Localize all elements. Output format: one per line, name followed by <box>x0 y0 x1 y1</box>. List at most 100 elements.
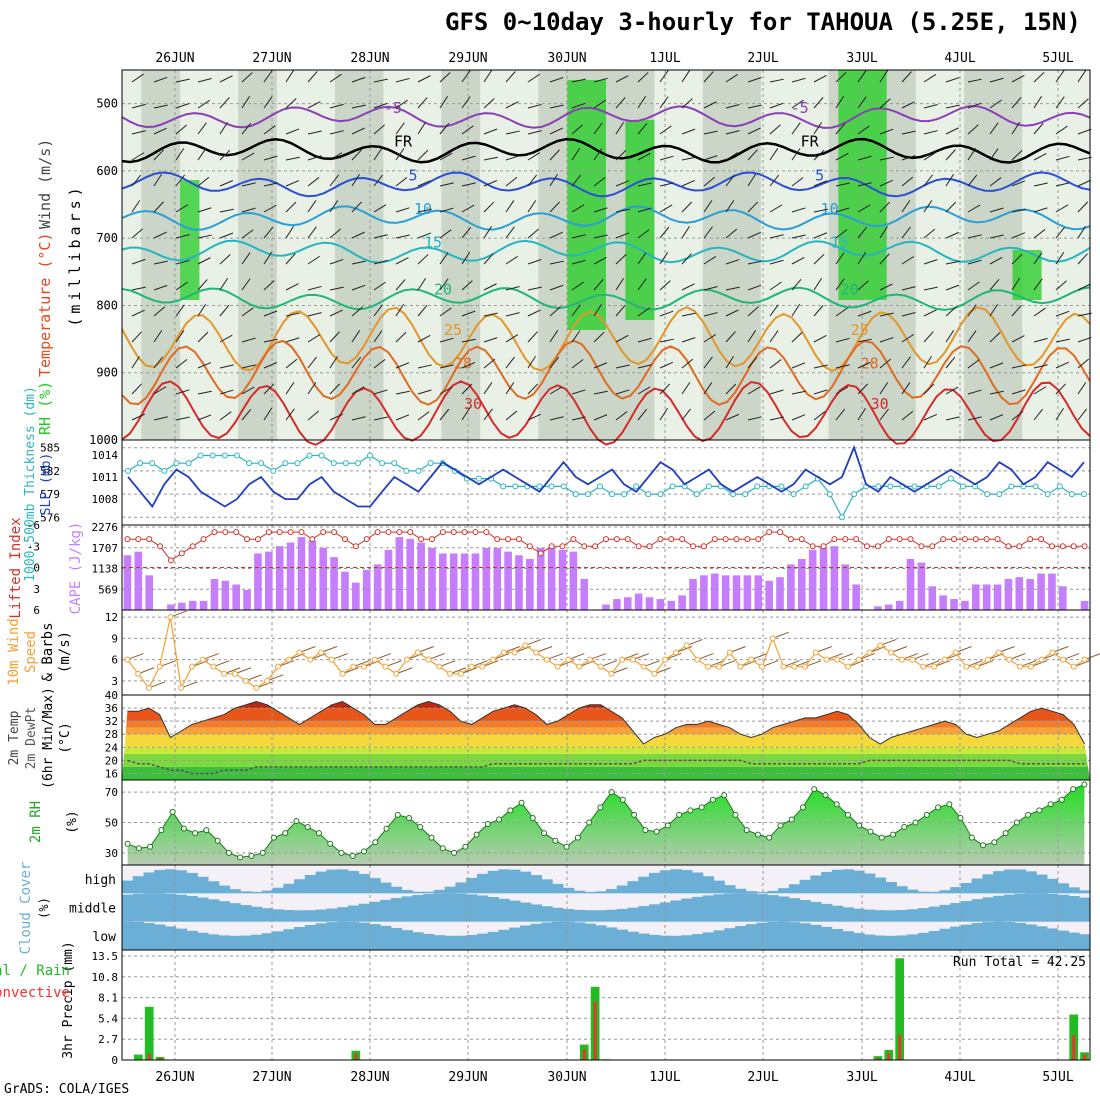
rh2m-line-point <box>158 827 165 834</box>
lifted-index-line-point <box>603 536 609 543</box>
wind-barb <box>769 359 782 369</box>
wind-barb <box>945 416 960 421</box>
wind-speed-line-point <box>414 649 421 656</box>
cloud-cell <box>401 889 413 894</box>
lifted-index-line-point <box>787 536 794 543</box>
cloud-cell <box>358 922 370 950</box>
lifted-index-line-point <box>298 529 305 536</box>
wind-barb <box>703 255 717 265</box>
wind-barb <box>857 383 869 395</box>
wind-barb <box>967 281 980 291</box>
cloud-cell <box>122 921 134 950</box>
y-tick-label: 30 <box>105 847 118 860</box>
wind-speed-line-point <box>533 649 540 656</box>
thickness-tick-label: 579 <box>40 488 60 501</box>
cloud-cell <box>885 935 897 950</box>
wind-barb <box>241 72 253 83</box>
cloud-cell <box>208 934 220 950</box>
wind-barb <box>769 124 781 135</box>
cloud-cell <box>670 869 682 894</box>
wind-barb <box>835 152 849 161</box>
wind-barb <box>483 98 495 109</box>
cloud-cell <box>939 904 951 922</box>
isotherm-label: 28 <box>861 355 879 373</box>
rh2m-line-point <box>563 843 570 850</box>
y-tick-label: 8.1 <box>98 992 118 1005</box>
cape-bar <box>1048 573 1056 610</box>
cloud-cell <box>423 891 435 894</box>
cloud-cell <box>326 922 338 950</box>
wind-barb <box>593 177 606 187</box>
wind-barb <box>153 416 168 421</box>
wind-speed-line-point <box>1027 663 1034 670</box>
wind-barb <box>1011 253 1023 265</box>
wind-ylabel: (m/s) <box>57 631 73 673</box>
wind-barb <box>263 407 272 421</box>
li-tick-label: 3 <box>33 583 40 596</box>
cloud-cell <box>1014 869 1026 894</box>
lifted-index-line-point <box>1027 536 1034 543</box>
wind-barb <box>725 413 740 421</box>
wind-barb <box>967 359 980 369</box>
wind-barb <box>813 334 827 343</box>
cloud-cell <box>971 923 983 950</box>
isotherm-line <box>121 286 1091 311</box>
thickness-line-point <box>802 483 809 490</box>
wind-barb <box>615 254 627 265</box>
cape-bar <box>743 575 752 610</box>
cloud-cell <box>960 883 973 894</box>
wind-barb <box>923 200 933 213</box>
cloud-cell <box>767 921 779 950</box>
cape-bar <box>286 542 295 610</box>
wind-barb <box>923 228 936 239</box>
wind-barb <box>241 364 256 369</box>
cape-bar <box>319 548 328 610</box>
date-label-bottom: 27JUN <box>252 1070 291 1085</box>
wind-barb <box>703 410 716 421</box>
cloud-cell <box>498 929 510 950</box>
lifted-index-line-point <box>581 543 588 550</box>
wind-barb <box>1055 252 1065 265</box>
wind-barb <box>1077 225 1086 239</box>
wind-barb <box>769 281 782 291</box>
wind-speed-line-point <box>812 649 819 656</box>
wind-barb <box>791 234 806 239</box>
cloud-cell <box>347 921 360 950</box>
cloud-cell <box>960 901 973 922</box>
rh2m-line-point <box>946 801 953 808</box>
cloud-cell <box>208 899 220 922</box>
precip-panel: 0 2.7 5.4 8.1 10.8 13.5 Run Total = 42.25 3hr P… <box>0 941 1091 1067</box>
wind-barb <box>1033 307 1046 317</box>
y-axis-label: 3hr Precip (mm) <box>61 941 76 1058</box>
wind-barb <box>571 416 586 421</box>
wind-barb <box>615 208 630 213</box>
cape-bar <box>482 548 491 610</box>
rh2m-ylabel: 2m RH <box>28 801 44 843</box>
lifted-index-line-point <box>733 536 740 543</box>
cape-bar <box>297 537 306 610</box>
rh2m-line-point <box>664 822 671 829</box>
thickness-line-point <box>584 491 591 498</box>
wind-speed-line-point <box>404 656 411 663</box>
wind-barb <box>879 70 889 83</box>
cloud-cell <box>401 896 413 922</box>
wind-barb <box>703 200 713 213</box>
lifted-index-line-point <box>157 543 164 550</box>
wind-barb <box>835 386 849 395</box>
wind-barb <box>417 208 432 213</box>
lifted-index-line-point <box>1048 543 1055 550</box>
cloud-cell <box>337 921 349 950</box>
wind-barb <box>1077 179 1091 187</box>
cloud-cell <box>197 932 209 950</box>
wind-speed-line-point <box>457 670 464 677</box>
wind-barb <box>373 148 383 161</box>
wind-barb <box>549 260 564 265</box>
wind-barb <box>923 286 938 291</box>
wind-barb <box>417 180 432 187</box>
wind-barb <box>725 174 735 187</box>
y-axis-label: (m/s) <box>57 631 73 673</box>
cloud-cell <box>390 928 403 950</box>
wind-barb <box>351 76 366 83</box>
thickness-line-point <box>415 467 422 474</box>
y-tick-label: 0 <box>111 1054 118 1067</box>
